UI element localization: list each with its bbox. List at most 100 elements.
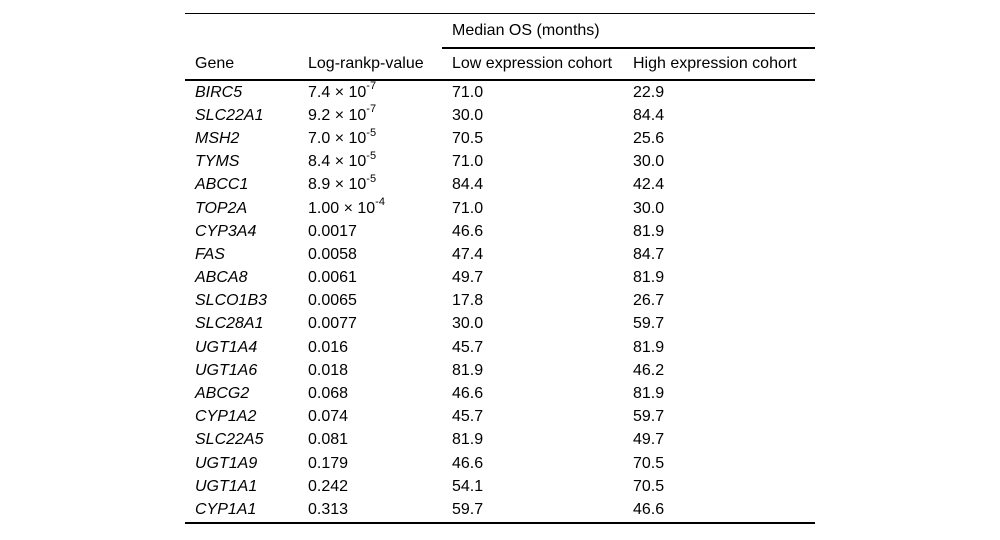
p-value-cell: 7.4 × 10-7 [298,80,442,104]
p-value-cell: 0.0017 [298,220,442,243]
gene-cell: CYP1A1 [195,500,257,518]
p-value-base: 8.4 × 10 [308,153,367,171]
high-os-cell: 26.7 [633,292,665,310]
low-os-cell: 17.8 [452,292,484,310]
table-row: ABCC1 8.9 × 10-5 84.4 42.4 [185,174,815,197]
p-value-exponent: -4 [375,196,385,209]
low-os-cell: 46.6 [452,385,484,403]
gene-cell: SLC22A5 [195,431,264,449]
low-os-cell: 71.0 [452,153,484,171]
table-row: ABCA8 0.0061 49.7 81.9 [185,267,815,290]
p-value-base: 0.018 [308,361,349,379]
low-os-cell: 59.7 [452,500,484,518]
high-os-cell: 81.9 [633,222,665,240]
high-os-cell: 46.2 [633,361,665,379]
gene-cell: UGT1A9 [195,454,258,472]
table-row: FAS 0.0058 47.4 84.7 [185,243,815,266]
p-value-base: 7.4 × 10 [308,83,367,101]
p-value-cell: 0.242 [298,475,442,498]
high-os-cell: 25.6 [633,129,665,147]
high-os-cell: 84.4 [633,106,665,124]
low-os-cell: 81.9 [452,361,484,379]
p-value-cell: 0.0061 [298,267,442,290]
low-os-cell: 84.4 [452,176,484,194]
column-header-gene: Gene [185,48,298,81]
table-row: TYMS 8.4 × 10-5 71.0 30.0 [185,149,815,174]
column-header-high-cohort: High expression cohort [623,48,816,81]
gene-cell: SLCO1B3 [195,292,268,310]
p-value-cell: 0.018 [298,359,442,382]
p-value-cell: 7.0 × 10-5 [298,127,442,150]
gene-cell: SLC22A1 [195,106,264,124]
p-value-cell: 0.0065 [298,290,442,313]
table-row: TOP2A 1.00 × 10-4 71.0 30.0 [185,197,815,220]
p-value-base: 0.0061 [308,269,357,287]
gene-cell: UGT1A1 [195,477,258,495]
p-value-exponent: -5 [366,173,377,186]
low-os-cell: 30.0 [452,106,484,124]
p-value-base: 0.242 [308,477,349,495]
column-header-pvalue: Log-rankp-value [298,48,442,81]
p-value-base: 0.179 [308,454,349,472]
high-os-cell: 81.9 [633,269,665,287]
low-os-cell: 30.0 [452,315,484,333]
low-os-cell: 47.4 [452,245,484,263]
gene-cell: UGT1A4 [195,338,258,356]
p-value-exponent: -5 [366,126,377,139]
p-value-cell: 8.9 × 10-5 [298,174,442,197]
low-os-cell: 45.7 [452,408,484,426]
column-header-low-cohort: Low expression cohort [442,48,623,81]
low-os-cell: 70.5 [452,129,484,147]
high-os-cell: 59.7 [633,408,665,426]
column-header-row: Gene Log-rankp-value Low expression coho… [185,48,816,81]
p-value-base: 0.074 [308,408,349,426]
p-value-exponent: -7 [366,103,377,116]
low-os-cell: 71.0 [452,83,484,101]
gene-cell: CYP3A4 [195,222,257,240]
gene-cell: BIRC5 [195,83,243,101]
table-header: Median OS (months) Gene Log-rankp-value … [185,13,816,81]
table-body: BIRC5 7.4 × 10-7 71.0 22.9 SLC22A1 9.2 × 10-7… [185,80,815,523]
table-row: UGT1A4 0.016 45.7 81.9 [185,336,815,359]
table-row: SLCO1B3 0.0065 17.8 26.7 [185,290,815,313]
gene-cell: FAS [195,245,225,263]
p-value-base: 1.00 × 10 [308,199,376,217]
low-os-cell: 71.0 [452,199,484,217]
p-value-base: 0.081 [308,431,349,449]
gene-os-table: Median OS (months) Gene Log-rankp-value … [185,13,816,524]
p-value-base: 0.068 [308,385,349,403]
high-os-cell: 84.7 [633,245,665,263]
gene-cell: ABCG2 [195,385,250,403]
high-os-cell: 30.0 [633,153,665,171]
median-os-spanner: Median OS (months) [442,13,816,49]
high-os-cell: 70.5 [633,454,665,472]
p-value-base: 7.0 × 10 [308,129,367,147]
gene-cell: TYMS [195,153,240,171]
low-os-cell: 46.6 [452,222,484,240]
low-os-cell: 54.1 [452,477,484,495]
table-row: MSH2 7.0 × 10-5 70.5 25.6 [185,127,815,150]
table-row: CYP1A1 0.313 59.7 46.6 [185,498,815,522]
low-os-cell: 46.6 [452,454,484,472]
p-value-base: 0.0077 [308,315,357,333]
gene-cell: TOP2A [195,199,248,217]
table-row: UGT1A1 0.242 54.1 70.5 [185,475,815,498]
p-value-exponent: -5 [366,149,377,162]
table-row: SLC22A5 0.081 81.9 49.7 [185,429,815,452]
p-value-exponent: -7 [366,80,377,93]
high-os-cell: 81.9 [633,385,665,403]
table-row: SLC22A1 9.2 × 10-7 30.0 84.4 [185,104,815,127]
p-value-cell: 0.0058 [298,243,442,266]
high-os-cell: 49.7 [633,431,665,449]
p-value-cell: 0.074 [298,406,442,429]
p-value-cell: 0.313 [298,498,442,522]
high-os-cell: 81.9 [633,338,665,356]
p-value-base: 8.9 × 10 [308,176,367,194]
table-row: ABCG2 0.068 46.6 81.9 [185,382,815,405]
gene-cell: MSH2 [195,129,240,147]
p-value-cell: 0.0077 [298,313,442,336]
high-os-cell: 22.9 [633,83,665,101]
high-os-cell: 70.5 [633,477,665,495]
table-row: UGT1A6 0.018 81.9 46.2 [185,359,815,382]
gene-cell: SLC28A1 [195,315,264,333]
